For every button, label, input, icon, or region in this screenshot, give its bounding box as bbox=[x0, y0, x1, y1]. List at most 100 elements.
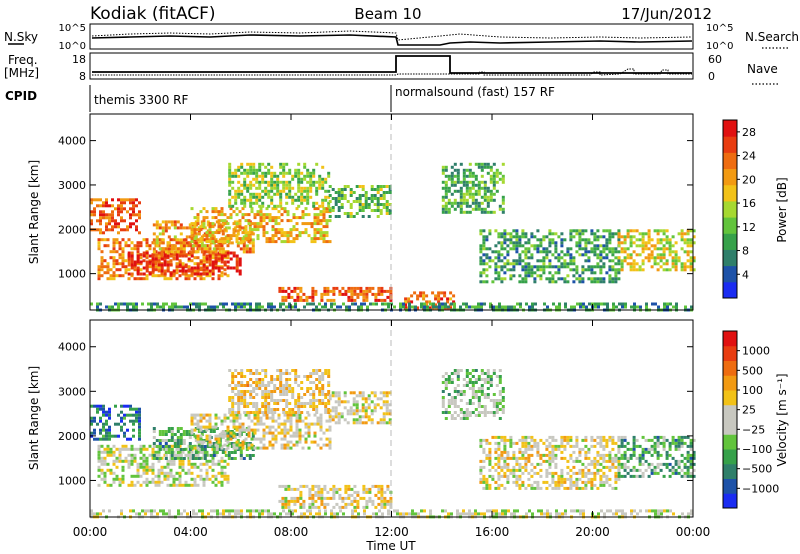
velocity-echo-cell bbox=[157, 453, 161, 457]
power-echo-cell bbox=[234, 305, 237, 309]
power-echo-cell bbox=[118, 247, 122, 251]
power-echo-cell bbox=[359, 286, 363, 290]
power-echo-cell bbox=[453, 168, 457, 172]
power-echo-cell bbox=[234, 171, 238, 175]
power-echo-cell bbox=[663, 302, 666, 306]
velocity-echo-cell bbox=[250, 443, 254, 447]
velocity-echo-cell bbox=[138, 413, 141, 417]
power-echo-cell bbox=[124, 265, 128, 269]
velocity-echo-cell bbox=[584, 483, 588, 487]
power-echo-cell bbox=[211, 222, 215, 226]
velocity-echo-cell bbox=[250, 437, 254, 441]
velocity-echo-cell bbox=[202, 440, 206, 444]
power-echo-cell bbox=[515, 238, 519, 242]
power-echo-cell bbox=[356, 295, 360, 299]
velocity-echo-cell bbox=[169, 459, 173, 463]
power-echo-cell bbox=[163, 260, 167, 264]
power-echo-cell bbox=[324, 302, 327, 306]
power-echo-cell bbox=[276, 174, 280, 178]
power-echo-cell bbox=[626, 232, 630, 236]
velocity-echo-cell bbox=[286, 416, 290, 420]
velocity-echo-cell bbox=[385, 400, 389, 404]
velocity-echo-cell bbox=[267, 384, 271, 387]
power-echo-cell bbox=[492, 180, 496, 184]
power-echo-cell bbox=[136, 272, 140, 276]
power-echo-cell bbox=[581, 268, 585, 272]
power-echo-cell bbox=[566, 280, 570, 284]
velocity-echo-cell bbox=[267, 408, 271, 411]
velocity-echo-cell bbox=[172, 450, 176, 454]
power-echo-cell bbox=[316, 207, 320, 211]
power-echo-cell bbox=[483, 183, 487, 187]
velocity-echo-cell bbox=[279, 375, 283, 378]
power-echo-cell bbox=[500, 259, 504, 263]
power-echo-cell bbox=[593, 247, 597, 251]
velocity-echo-cell bbox=[284, 484, 288, 488]
power-echo-cell bbox=[313, 222, 317, 226]
power-echo-cell bbox=[596, 265, 600, 269]
power-echo-cell bbox=[219, 302, 222, 306]
velocity-echo-cell bbox=[486, 387, 490, 390]
velocity-echo-cell bbox=[231, 390, 235, 393]
power-echo-cell bbox=[211, 207, 215, 211]
velocity-echo-cell bbox=[385, 391, 389, 395]
power-echo-cell bbox=[587, 250, 591, 254]
velocity-echo-cell bbox=[545, 447, 549, 451]
power-echo-cell bbox=[262, 228, 266, 232]
velocity-echo-cell bbox=[500, 438, 504, 442]
power-echo-cell bbox=[347, 295, 351, 299]
power-echo-cell bbox=[488, 259, 492, 263]
velocity-echo-cell bbox=[530, 453, 534, 457]
velocity-echo-cell bbox=[362, 490, 366, 494]
power-echo-cell bbox=[196, 222, 200, 226]
power-echo-cell bbox=[365, 292, 369, 296]
power-echo-cell bbox=[246, 189, 250, 193]
power-echo-cell bbox=[656, 268, 660, 272]
power-echo-cell bbox=[355, 212, 359, 215]
velocity-echo-cell bbox=[115, 465, 119, 469]
velocity-echo-cell bbox=[264, 390, 268, 393]
velocity-echo-cell bbox=[96, 407, 99, 411]
velocity-echo-cell bbox=[477, 378, 481, 381]
velocity-echo-cell bbox=[315, 369, 319, 372]
power-echo-cell bbox=[179, 226, 183, 230]
power-echo-cell bbox=[232, 210, 236, 214]
power-echo-cell bbox=[255, 177, 259, 181]
velocity-echo-cell bbox=[370, 418, 374, 422]
velocity-echo-cell bbox=[136, 468, 140, 472]
power-echo-cell bbox=[456, 177, 460, 181]
power-echo-cell bbox=[362, 289, 366, 293]
velocity-echo-cell bbox=[259, 422, 263, 426]
power-echo-cell bbox=[575, 232, 579, 236]
velocity-echo-cell bbox=[485, 477, 489, 481]
power-echo-cell bbox=[671, 244, 675, 248]
power-echo-cell bbox=[370, 185, 374, 188]
velocity-echo-cell bbox=[170, 436, 174, 439]
power-echo-cell bbox=[313, 234, 317, 238]
velocity-echo-cell bbox=[506, 477, 510, 481]
power-echo-cell bbox=[214, 266, 218, 270]
velocity-echo-cell bbox=[468, 402, 472, 405]
power-echo-cell bbox=[471, 180, 475, 184]
power-echo-cell bbox=[223, 256, 227, 260]
power-echo-cell bbox=[635, 238, 639, 242]
velocity-echo-cell bbox=[489, 381, 493, 384]
velocity-echo-cell bbox=[289, 428, 293, 432]
power-echo-cell bbox=[258, 174, 262, 178]
power-echo-cell bbox=[605, 229, 609, 233]
velocity-echo-cell bbox=[301, 446, 305, 450]
power-echo-cell bbox=[318, 177, 322, 181]
power-echo-cell bbox=[337, 209, 341, 212]
velocity-echo-cell bbox=[323, 496, 327, 500]
velocity-echo-cell bbox=[527, 459, 531, 463]
power-echo-cell bbox=[235, 260, 239, 264]
power-echo-cell bbox=[190, 231, 194, 235]
power-echo-cell bbox=[444, 207, 448, 211]
power-echo-cell bbox=[198, 302, 201, 306]
power-echo-cell bbox=[225, 302, 228, 306]
velocity-echo-cell bbox=[142, 447, 146, 451]
power-echo-cell bbox=[612, 302, 615, 306]
velocity-echo-cell bbox=[500, 465, 504, 469]
power-echo-cell bbox=[536, 250, 540, 254]
power-y-tick-label: 4000 bbox=[58, 135, 86, 148]
